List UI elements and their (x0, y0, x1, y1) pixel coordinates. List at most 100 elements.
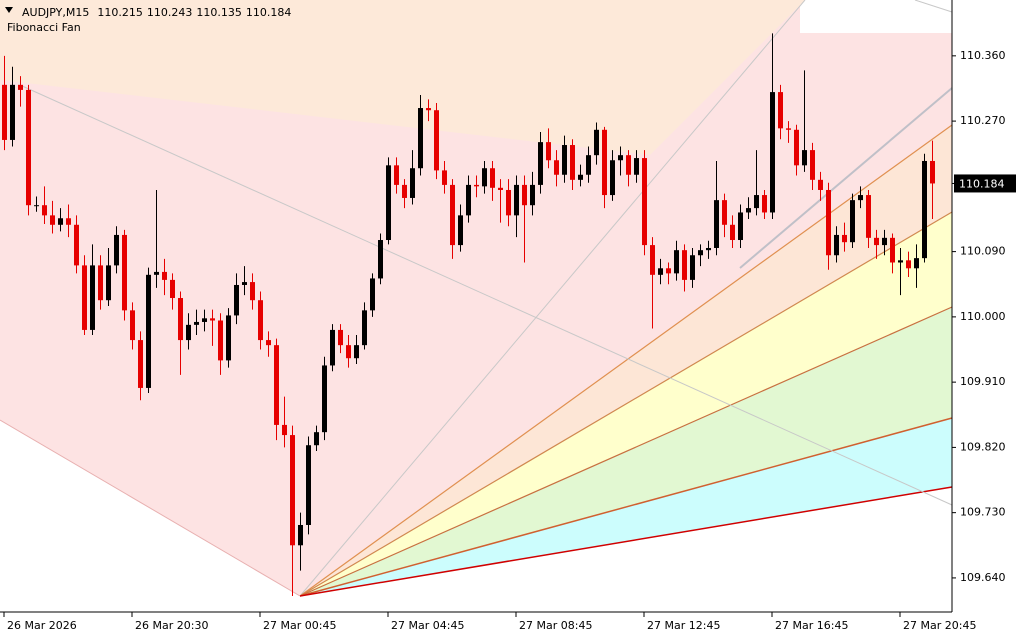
candle-body (266, 340, 271, 346)
candle-body (810, 150, 815, 180)
fibonacci-fan (0, 0, 953, 597)
candle-body (530, 184, 535, 206)
header-close: 110.184 (246, 6, 292, 19)
candle-body (58, 218, 63, 225)
candle-body (538, 142, 543, 185)
candle-body (626, 155, 631, 175)
trend-line (19, 84, 953, 506)
candle-body (386, 165, 391, 241)
candle-body (26, 89, 31, 206)
candle-body (874, 237, 879, 246)
candle-body (778, 92, 783, 129)
candle-body (250, 282, 255, 301)
candle-body (322, 365, 327, 433)
candle-body (474, 184, 479, 187)
y-tick-label: 109.910 (960, 375, 1006, 388)
candle-body (690, 255, 695, 280)
y-tick-label: 110.000 (960, 310, 1006, 323)
candle-body (786, 128, 791, 130)
candle-body (522, 184, 527, 206)
header-open: 110.215 (97, 6, 143, 19)
x-tick-label: 27 Mar 20:45 (903, 619, 976, 632)
candle-body (594, 129, 599, 156)
candle-body (554, 160, 559, 175)
candle-body (418, 108, 423, 169)
x-tick-label: 27 Mar 04:45 (391, 619, 464, 632)
candle-body (434, 110, 439, 171)
candle-body (650, 245, 655, 275)
candle-body (378, 240, 383, 279)
candle-body (226, 315, 231, 361)
candle-body (274, 345, 279, 425)
header-high: 110.243 (147, 6, 193, 19)
candle-body (362, 310, 367, 346)
candle-body (10, 84, 15, 140)
candle-body (170, 279, 175, 299)
candle-body (514, 184, 519, 216)
fan-edge (0, 419, 301, 597)
candle-body (858, 195, 863, 201)
candle-body (578, 174, 583, 180)
candle-body (50, 215, 55, 225)
candle-body (458, 215, 463, 246)
indicator-label: Fibonacci Fan (7, 21, 81, 34)
y-tick-label: 110.090 (960, 245, 1006, 258)
candle-body (466, 184, 471, 216)
candle-body (338, 329, 343, 346)
y-tick-label: 110.360 (960, 49, 1006, 62)
candle-body (570, 145, 575, 180)
candle-body (706, 247, 711, 251)
candle-body (450, 184, 455, 246)
candles (2, 33, 935, 597)
candle-body (906, 260, 911, 269)
x-tick-label: 26 Mar 2026 (7, 619, 77, 632)
candle-body (82, 265, 87, 330)
menu-arrow[interactable] (5, 7, 13, 13)
candle-body (666, 268, 671, 274)
y-tick-label: 109.730 (960, 506, 1006, 519)
candle-body (122, 234, 127, 311)
candle-body (802, 150, 807, 166)
candle-body (818, 179, 823, 190)
candle-body (730, 224, 735, 241)
candle-body (410, 168, 415, 198)
candle-body (850, 200, 855, 243)
candle-body (178, 298, 183, 341)
candle-body (282, 424, 287, 436)
candle-body (186, 324, 191, 341)
candle-body (34, 205, 39, 207)
candle-body (162, 271, 167, 280)
candle-body (106, 265, 111, 301)
y-tick-label: 109.640 (960, 571, 1006, 584)
candle-body (866, 195, 871, 238)
candle-body (66, 218, 71, 225)
candle-body (890, 237, 895, 263)
symbol: AUDJPY,M15 (22, 6, 89, 19)
candle-body (114, 234, 119, 266)
candle-body (930, 160, 935, 184)
candle-body (882, 237, 887, 246)
header-low: 110.135 (196, 6, 242, 19)
candle-body (562, 145, 567, 175)
candle-body (370, 278, 375, 311)
candle-body (922, 160, 927, 259)
candle-body (138, 340, 143, 388)
candle-body (698, 250, 703, 256)
candle-body (346, 345, 351, 359)
candle-body (354, 345, 359, 359)
candle-body (218, 320, 223, 361)
candle-body (738, 212, 743, 241)
candle-body (426, 108, 431, 111)
candle-body (770, 92, 775, 213)
candle-body (634, 158, 639, 175)
x-tick-label: 26 Mar 20:30 (135, 619, 208, 632)
candle-body (202, 318, 207, 322)
x-tick-label: 27 Mar 16:45 (775, 619, 848, 632)
fan-zone (0, 0, 805, 155)
candle-body (754, 195, 759, 209)
current-price-box (954, 174, 1016, 193)
candle-body (482, 168, 487, 187)
candle-body (18, 84, 23, 90)
fan-line (299, 211, 953, 597)
